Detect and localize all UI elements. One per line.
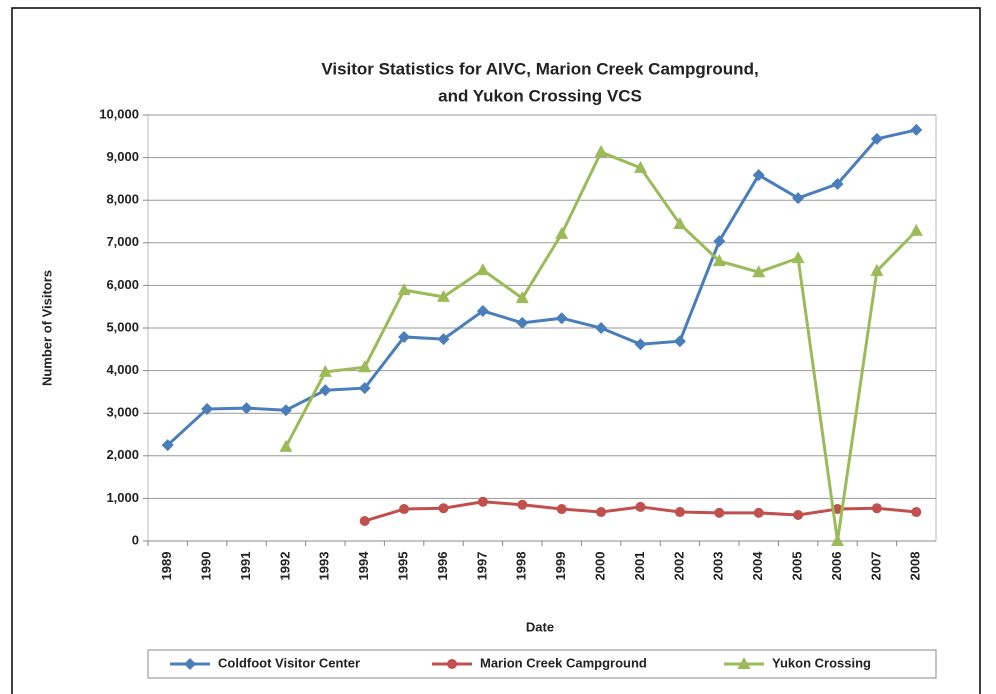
- data-point: [595, 322, 608, 334]
- data-point: [477, 496, 488, 507]
- legend-marker: [184, 658, 196, 670]
- data-point: [358, 360, 372, 373]
- data-point: [752, 169, 765, 182]
- data-point: [674, 507, 685, 518]
- data-point: [793, 510, 804, 521]
- x-tick-label: 2004: [750, 551, 765, 581]
- data-point: [161, 439, 174, 452]
- data-point: [909, 223, 923, 236]
- y-tick-label: 1,000: [106, 490, 139, 505]
- data-point: [516, 316, 529, 329]
- x-tick-label: 1999: [553, 552, 568, 581]
- chart-title: and Yukon Crossing VCS: [438, 86, 642, 105]
- data-point: [753, 507, 764, 518]
- y-axis-label: Number of Visitors: [39, 270, 54, 386]
- y-tick-label: 4,000: [106, 362, 139, 377]
- chart-title: Visitor Statistics for AIVC, Marion Cree…: [321, 59, 758, 78]
- data-point: [437, 333, 450, 346]
- legend-label: Yukon Crossing: [772, 655, 871, 670]
- data-point: [596, 507, 607, 518]
- x-tick-label: 2003: [711, 552, 726, 581]
- data-point: [791, 251, 805, 264]
- data-point: [556, 504, 567, 515]
- data-point: [279, 439, 293, 452]
- data-point: [201, 402, 214, 415]
- x-axis-label: Date: [526, 619, 554, 634]
- y-tick-label: 0: [132, 532, 139, 547]
- data-point: [240, 402, 253, 415]
- data-point: [752, 265, 766, 278]
- data-point: [555, 226, 569, 239]
- data-point: [831, 534, 844, 546]
- data-point: [515, 291, 529, 304]
- data-point: [399, 504, 410, 515]
- x-tick-label: 2007: [868, 552, 883, 581]
- data-point: [398, 330, 411, 343]
- x-tick-label: 1990: [199, 552, 214, 581]
- data-point: [911, 507, 922, 518]
- data-point: [437, 289, 450, 302]
- data-point: [359, 515, 370, 526]
- data-point: [634, 338, 647, 351]
- data-point: [792, 192, 805, 205]
- x-tick-label: 1993: [317, 552, 332, 581]
- x-tick-label: 1998: [514, 552, 529, 581]
- y-tick-label: 6,000: [106, 277, 139, 292]
- data-point: [713, 235, 726, 248]
- x-tick-label: 2002: [671, 552, 686, 581]
- legend-marker: [737, 657, 751, 669]
- legend-label: Coldfoot Visitor Center: [218, 655, 360, 670]
- x-tick-label: 1991: [238, 552, 253, 581]
- x-tick-label: 1996: [435, 552, 450, 581]
- data-point: [476, 304, 489, 317]
- data-point: [358, 382, 371, 395]
- data-point: [594, 145, 608, 158]
- x-tick-label: 1997: [474, 552, 489, 581]
- data-point: [910, 123, 923, 136]
- x-tick-label: 1994: [356, 551, 371, 581]
- data-point: [397, 283, 411, 296]
- data-point: [870, 263, 884, 276]
- y-tick-label: 3,000: [106, 405, 139, 420]
- data-point: [555, 312, 568, 325]
- x-tick-label: 1995: [396, 552, 411, 581]
- data-point: [517, 499, 528, 510]
- legend-marker: [447, 659, 457, 669]
- data-point: [831, 178, 844, 191]
- y-tick-label: 5,000: [106, 319, 139, 334]
- data-point: [438, 503, 449, 514]
- data-point: [714, 507, 725, 518]
- x-tick-label: 2006: [829, 552, 844, 581]
- data-point: [870, 132, 883, 145]
- data-point: [319, 384, 332, 397]
- data-point: [318, 364, 332, 377]
- x-tick-label: 1992: [277, 552, 292, 581]
- legend-label: Marion Creek Campground: [480, 655, 647, 670]
- y-tick-label: 7,000: [106, 234, 139, 249]
- data-point: [476, 263, 490, 276]
- y-tick-label: 9,000: [106, 149, 139, 164]
- data-point: [279, 404, 292, 417]
- data-point: [871, 503, 882, 514]
- x-tick-label: 2001: [632, 552, 647, 581]
- data-point: [634, 160, 647, 173]
- x-tick-label: 2005: [790, 552, 805, 581]
- data-point: [832, 504, 843, 515]
- legend: [147, 649, 937, 679]
- data-point: [673, 217, 687, 230]
- x-tick-label: 2000: [593, 552, 608, 581]
- x-tick-label: 1989: [159, 552, 174, 581]
- data-point: [712, 254, 726, 267]
- y-tick-label: 2,000: [106, 447, 139, 462]
- y-tick-label: 10,000: [99, 106, 139, 121]
- y-tick-label: 8,000: [106, 192, 139, 207]
- series-line: [166, 128, 917, 447]
- data-point: [635, 501, 646, 512]
- x-tick-label: 2008: [908, 552, 923, 581]
- data-point: [673, 335, 686, 348]
